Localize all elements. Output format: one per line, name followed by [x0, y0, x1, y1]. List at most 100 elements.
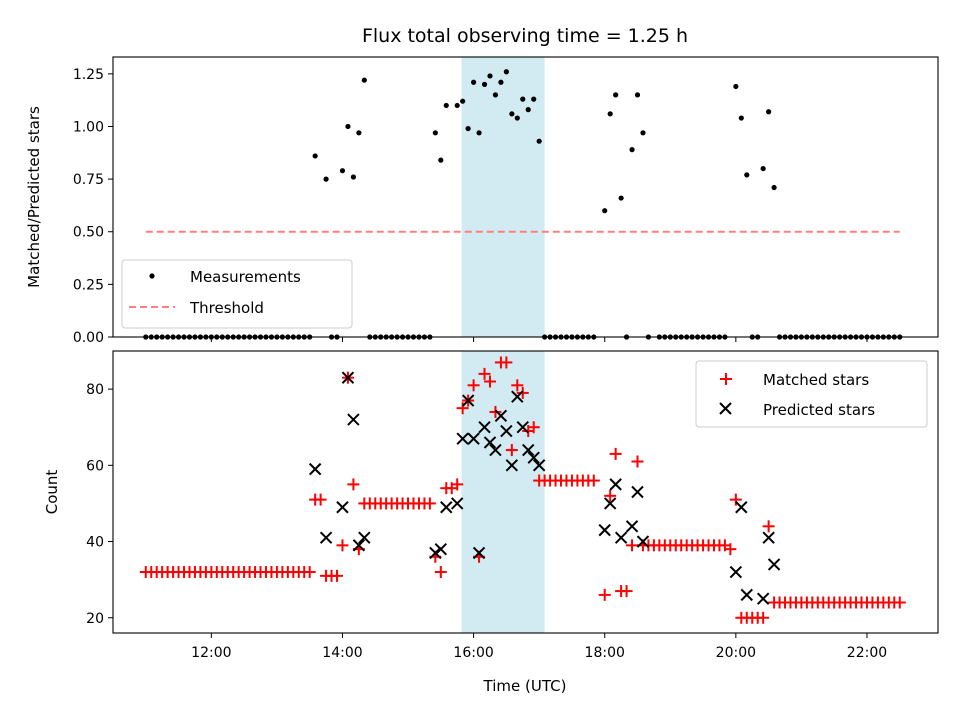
top-x-axis: [210, 337, 868, 342]
bottom-x-axis-label: Time (UTC): [483, 677, 567, 695]
predicted-star-point: [631, 485, 644, 499]
matched-star-point: [598, 588, 611, 601]
predicted-star-point: [336, 501, 349, 514]
matched-star-point: [336, 539, 349, 552]
measurement-point: [460, 98, 466, 104]
measurement-point: [443, 102, 449, 109]
measurement-point: [339, 168, 346, 174]
predicted-star-point: [352, 539, 366, 552]
bottom-y-axis: 20 40 60 80: [86, 382, 113, 627]
matched-star-point: [347, 478, 360, 491]
measurement-point: [629, 147, 635, 153]
measurement-point: [514, 115, 520, 121]
predicted-star-point: [347, 413, 360, 426]
matched-star-point: [757, 611, 770, 624]
top-panel-title: Flux total observing time = 1.25 h: [362, 25, 688, 47]
top-y-tick-label: 1.00: [73, 119, 104, 135]
measurement-point: [438, 157, 444, 163]
top-plot-area: [143, 57, 903, 340]
measurement-point: [634, 92, 641, 98]
matched-star-point: [729, 493, 742, 506]
bottom-x-tick-label: 20:00: [716, 645, 756, 661]
bottom-y-axis-label: Count: [43, 470, 61, 515]
matched-star-point: [434, 566, 447, 579]
bot-shaded-region: [461, 351, 545, 633]
predicted-star-point: [500, 424, 513, 438]
bottom-plot-area: [139, 351, 906, 633]
matched-star-point: [451, 478, 464, 491]
matched-star-point: [489, 405, 502, 418]
predicted-star-point: [461, 394, 475, 407]
measurement-point: [771, 184, 777, 191]
measurement-point: [613, 92, 619, 98]
legend-predicted-label: Predicted stars: [763, 401, 875, 419]
predicted-star-point: [522, 443, 535, 457]
measurement-point: [465, 125, 471, 132]
predicted-star-point: [532, 459, 546, 472]
predicted-star-point: [434, 542, 448, 556]
top-y-axis-label: Matched/Predicted stars: [25, 106, 43, 288]
predicted-star-point: [762, 531, 775, 544]
measurement-point: [454, 102, 460, 109]
predicted-star-point: [489, 443, 502, 457]
predicted-star-point: [478, 421, 491, 434]
matched-star-point: [516, 386, 529, 399]
measurement-point: [487, 73, 493, 79]
predicted-star-point: [625, 520, 639, 533]
measurement-point: [323, 176, 329, 182]
matched-star-point: [505, 444, 518, 457]
measurement-point: [640, 130, 646, 136]
measurement-point: [432, 130, 438, 136]
matched-star-point: [893, 596, 906, 609]
predicted-star-point: [308, 462, 322, 476]
matched-star-point: [587, 474, 600, 487]
predicted-star-point: [527, 451, 540, 464]
predicted-star-point: [429, 546, 442, 560]
bottom-legend-box: [695, 360, 928, 428]
measurement-point: [618, 195, 624, 201]
measurement-point: [470, 79, 477, 85]
predicted-star-point: [472, 546, 486, 560]
measurement-point: [738, 115, 744, 121]
matched-star-point: [620, 585, 633, 598]
matched-star-point: [626, 539, 639, 552]
measurement-point: [498, 79, 504, 85]
predicted-star-point: [341, 371, 355, 384]
measurement-point: [744, 172, 750, 178]
measurement-point: [525, 107, 531, 113]
measurement-point: [531, 96, 537, 102]
matched-star-point: [609, 447, 622, 460]
predicted-star-point: [319, 531, 333, 544]
bottom-x-tick-label: 16:00: [453, 645, 493, 661]
matched-star-point: [478, 367, 491, 380]
matched-star-point: [511, 379, 524, 392]
measurement-point: [607, 111, 613, 117]
matched-star-point: [500, 356, 513, 369]
matched-star-point: [762, 520, 775, 533]
predicted-star-point: [603, 497, 617, 510]
measurement-point: [312, 153, 318, 159]
top-axes-frame: [112, 56, 939, 338]
predicted-star-point: [735, 501, 748, 514]
predicted-star-point: [467, 432, 480, 445]
top-y-tick-label: 0.00: [73, 330, 104, 346]
matched-star-point: [631, 455, 644, 468]
measurement-point: [509, 111, 515, 117]
top-shaded-region: [461, 57, 545, 337]
predicted-star-point: [756, 592, 770, 605]
measurement-point: [345, 123, 351, 130]
predicted-star-point: [636, 535, 650, 548]
matched-star-point: [456, 402, 469, 415]
matched-star-point: [331, 569, 344, 582]
bottom-y-tick-label: 20: [86, 611, 104, 627]
matched-star-point: [604, 489, 617, 502]
predicted-star-point: [456, 432, 469, 445]
measurement-point: [536, 138, 542, 144]
measurement-point: [733, 83, 739, 90]
predicted-star-point: [358, 531, 371, 544]
predicted-star-point: [614, 531, 628, 544]
top-y-tick-label: 0.25: [73, 277, 104, 293]
bottom-y-tick-label: 80: [86, 382, 104, 398]
